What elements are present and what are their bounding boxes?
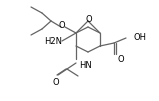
Text: O: O xyxy=(117,55,124,64)
Text: H2N: H2N xyxy=(44,36,62,45)
Text: O: O xyxy=(86,15,92,24)
Text: O: O xyxy=(53,78,59,87)
Text: O: O xyxy=(59,21,65,29)
Text: OH: OH xyxy=(133,33,146,42)
Text: HN: HN xyxy=(79,61,92,70)
